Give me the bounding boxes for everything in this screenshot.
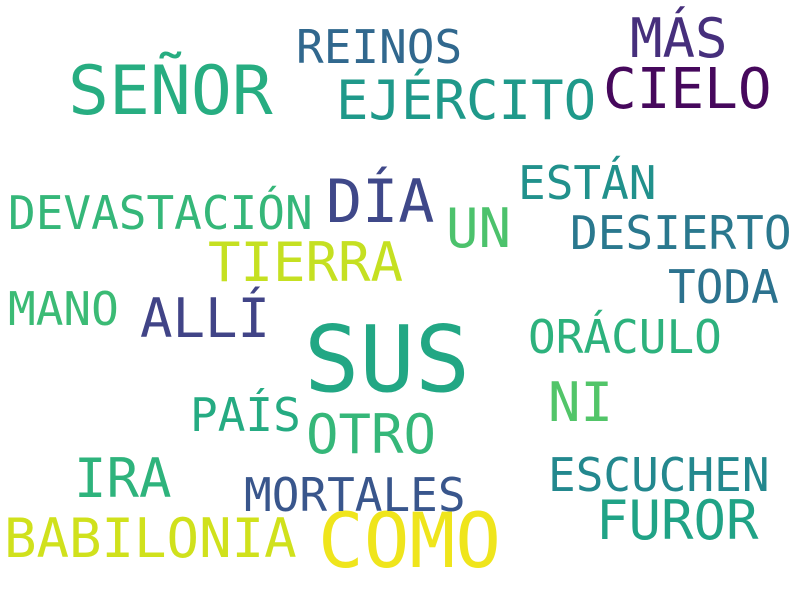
word-tierra: TIERRA [208, 231, 404, 294]
word-mas: MÁS [630, 7, 728, 70]
word-desierto: DESIERTO [570, 206, 792, 260]
word-oraculo: ORÁCULO [528, 310, 722, 364]
word-mano: MANO [8, 282, 119, 336]
word-babilonia: BABILONIA [4, 507, 297, 570]
word-ejercito: EJÉRCITO [336, 69, 597, 132]
word-reinos: REINOS [296, 20, 463, 74]
word-escuchen: ESCUCHEN [548, 448, 770, 502]
word-sus: SUS [304, 306, 471, 413]
word-alli: ALLÍ [140, 287, 271, 350]
word-senor: SEÑOR [68, 52, 273, 131]
word-otro: OTRO [306, 403, 437, 466]
word-devastacion: DEVASTACIÓN [8, 186, 313, 240]
word-ira: IRA [74, 447, 172, 510]
word-cielo: CIELO [603, 57, 772, 122]
word-estan: ESTÁN [518, 156, 657, 210]
word-mortales: MORTALES [244, 468, 466, 522]
word-pais: PAÍS [190, 388, 301, 442]
word-como: COMO [318, 496, 502, 585]
word-dia: DÍA [326, 167, 435, 237]
word-toda: TODA [668, 260, 779, 314]
word-furor: FUROR [596, 489, 759, 552]
word-ni: NI [548, 371, 614, 434]
word-un: UN [446, 197, 512, 260]
